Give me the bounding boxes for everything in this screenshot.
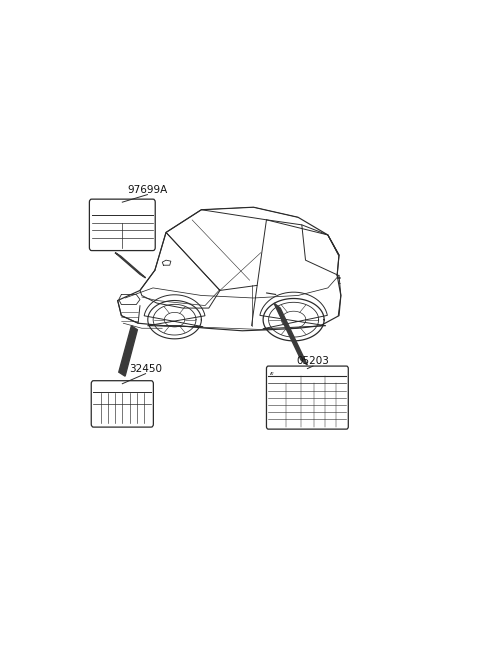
Polygon shape — [115, 253, 145, 278]
Text: 97699A: 97699A — [127, 185, 168, 195]
FancyBboxPatch shape — [266, 366, 348, 429]
FancyBboxPatch shape — [91, 381, 154, 427]
Text: A*: A* — [270, 371, 275, 376]
Polygon shape — [119, 326, 137, 376]
Polygon shape — [274, 303, 307, 365]
Text: 32450: 32450 — [129, 364, 162, 373]
Text: 05203: 05203 — [297, 356, 329, 366]
FancyBboxPatch shape — [89, 199, 155, 251]
